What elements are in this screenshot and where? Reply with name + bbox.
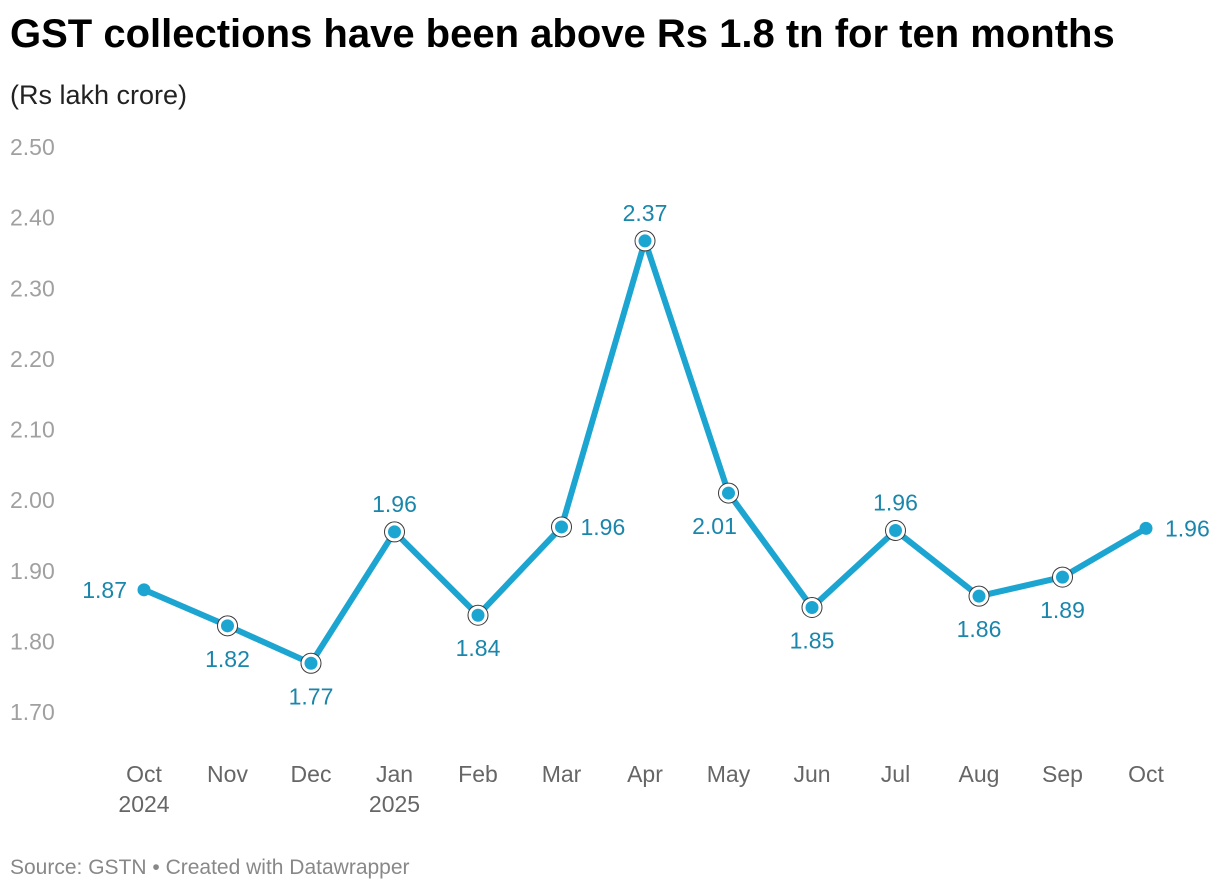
x-tick-label: Dec xyxy=(291,761,332,787)
y-axis-ticks: 1.70 1.80 1.90 2.00 2.10 2.20 2.30 2.40 2.50 xyxy=(10,134,55,725)
y-tick-label: 2.50 xyxy=(10,134,55,160)
data-label: 1.96 xyxy=(1165,515,1210,541)
data-label: 1.89 xyxy=(1040,597,1085,623)
x-tick-label: Nov xyxy=(207,761,248,787)
x-tick-label: Jan xyxy=(376,761,413,787)
data-label: 1.96 xyxy=(873,489,918,515)
x-tick-year: 2024 xyxy=(118,791,169,817)
data-label: 1.96 xyxy=(372,491,417,517)
chart-footer: Source: GSTN • Created with Datawrapper xyxy=(10,856,410,880)
data-points xyxy=(137,230,1153,674)
x-tick-label: Sep xyxy=(1042,761,1083,787)
y-tick-label: 1.90 xyxy=(10,558,55,584)
chart-subtitle: (Rs lakh crore) xyxy=(10,80,188,110)
data-label: 1.96 xyxy=(581,514,626,540)
data-point xyxy=(972,589,986,603)
data-point xyxy=(388,525,401,539)
footer-separator: • xyxy=(152,856,166,879)
series-line xyxy=(141,237,1149,667)
x-tick-label: Apr xyxy=(627,761,663,787)
data-label: 1.84 xyxy=(456,635,501,661)
line-chart: 1.70 1.80 1.90 2.00 2.10 2.20 2.30 2.40 2.50 Oct… xyxy=(10,134,1210,817)
x-tick-label: Aug xyxy=(959,761,1000,787)
data-label: 1.82 xyxy=(205,646,250,672)
x-tick-label: Oct xyxy=(1128,761,1164,787)
y-tick-label: 1.70 xyxy=(10,699,55,725)
data-label: 1.87 xyxy=(82,577,127,603)
data-label: 2.01 xyxy=(692,513,737,539)
data-labels: 1.87 1.82 1.77 1.96 1.84 1.96 2.37 2.01 1.85 1.96… xyxy=(82,200,1210,709)
y-tick-label: 1.80 xyxy=(10,628,55,654)
data-label: 1.85 xyxy=(790,627,835,653)
y-tick-label: 2.20 xyxy=(10,346,55,372)
source-note: Source: GSTN xyxy=(10,856,147,879)
data-point xyxy=(805,600,819,614)
data-point xyxy=(1056,570,1069,584)
data-point xyxy=(304,656,318,670)
credit-note: Created with Datawrapper xyxy=(165,856,410,879)
y-tick-label: 2.10 xyxy=(10,417,55,443)
x-tick-label: Jul xyxy=(881,761,910,787)
data-point xyxy=(555,520,568,534)
data-label: 2.37 xyxy=(623,200,668,226)
x-tick-year: 2025 xyxy=(369,791,420,817)
x-tick-label: Feb xyxy=(458,761,498,787)
y-tick-label: 2.00 xyxy=(10,487,55,513)
data-point xyxy=(722,486,735,500)
x-tick-label: Oct xyxy=(126,761,162,787)
data-point xyxy=(137,583,151,597)
data-point xyxy=(221,619,234,633)
x-tick-label: Jun xyxy=(793,761,830,787)
x-axis-ticks: Oct 2024 Nov Dec Jan 2025 Feb Mar Apr May Jun Jul Au… xyxy=(118,761,1164,817)
data-point xyxy=(471,608,485,622)
x-tick-label: Mar xyxy=(542,761,582,787)
data-point xyxy=(889,523,902,537)
data-point xyxy=(1139,521,1153,535)
y-tick-label: 2.30 xyxy=(10,275,55,301)
data-label: 1.77 xyxy=(289,683,334,709)
chart-title: GST collections have been above Rs 1.8 t… xyxy=(10,12,1115,56)
data-label: 1.86 xyxy=(957,616,1002,642)
y-tick-label: 2.40 xyxy=(10,205,55,231)
x-tick-label: May xyxy=(707,761,751,787)
data-point xyxy=(638,234,652,248)
